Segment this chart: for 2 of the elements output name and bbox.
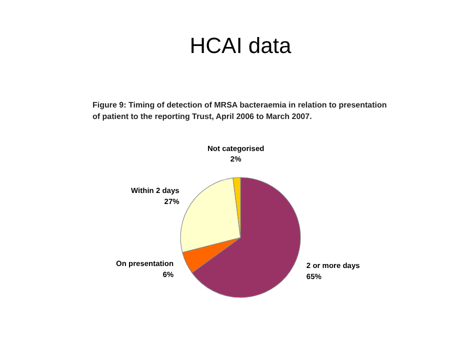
chart-title: HCAI data (190, 33, 292, 58)
chart-subtitle: Figure 9: Timing of detection of MRSA bacteraemia in relation to presentation of patient to the reporting Trust, April 2006 to March 2007. (92, 100, 387, 121)
